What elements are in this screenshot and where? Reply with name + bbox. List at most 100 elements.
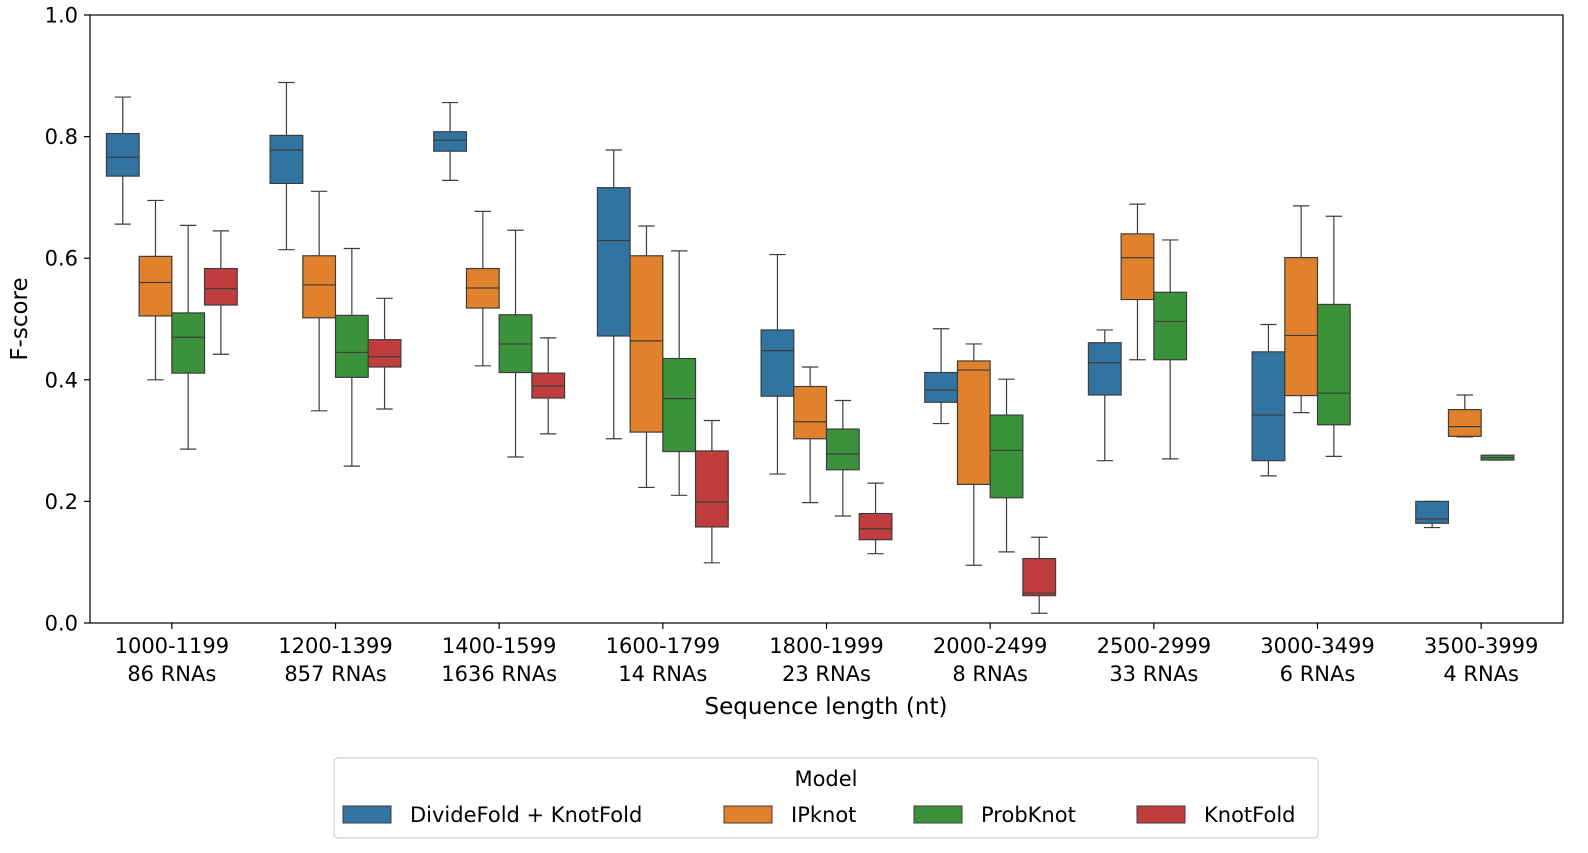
box-0-2 bbox=[433, 101, 468, 181]
box-3-0 bbox=[203, 230, 238, 355]
box-iqr bbox=[138, 255, 173, 317]
box-iqr bbox=[956, 360, 991, 485]
box-iqr bbox=[334, 314, 369, 378]
y-axis-label: F-score bbox=[7, 277, 33, 360]
x-tick-label-range: 3000-3499 bbox=[1260, 634, 1374, 658]
y-tick-label: 0.8 bbox=[45, 125, 78, 149]
x-tick-label-range: 1000-1199 bbox=[115, 634, 229, 658]
legend-item: KnotFold bbox=[1136, 803, 1296, 827]
x-tick-label-count: 1636 RNAs bbox=[441, 662, 557, 686]
box-1-4 bbox=[793, 366, 828, 504]
box-2-0 bbox=[171, 224, 206, 450]
box-2-6 bbox=[1153, 239, 1188, 460]
legend-title: Model bbox=[794, 767, 857, 791]
box-0-3 bbox=[596, 149, 631, 440]
box-iqr bbox=[793, 385, 828, 440]
x-tick-label-range: 2500-2999 bbox=[1097, 634, 1211, 658]
box-iqr bbox=[1284, 256, 1319, 397]
x-axis-label: Sequence length (nt) bbox=[705, 694, 948, 720]
box-iqr bbox=[694, 450, 729, 528]
box-1-8 bbox=[1447, 394, 1482, 438]
y-tick-label: 0.4 bbox=[45, 368, 78, 392]
x-tick-label-range: 1200-1399 bbox=[278, 634, 392, 658]
box-iqr bbox=[989, 414, 1024, 499]
x-tick-label-count: 4 RNAs bbox=[1443, 662, 1519, 686]
box-1-6 bbox=[1120, 203, 1155, 361]
plot-frame bbox=[89, 14, 1564, 624]
legend-swatch bbox=[342, 805, 392, 824]
box-2-2 bbox=[498, 229, 533, 458]
box-1-2 bbox=[465, 210, 500, 367]
box-iqr bbox=[203, 267, 238, 306]
y-axis: 0.0 0.2 0.4 0.6 0.8 1.0 bbox=[45, 4, 90, 636]
legend-label: DivideFold + KnotFold bbox=[410, 803, 642, 827]
box-2-5 bbox=[989, 378, 1024, 553]
box-1-0 bbox=[138, 199, 173, 381]
x-axis: 1000-1199 86 RNAs 1200-1399 857 RNAs 1400-15… bbox=[115, 623, 1538, 686]
box-0-4 bbox=[760, 253, 795, 475]
box-1-5 bbox=[956, 343, 991, 566]
box-iqr bbox=[629, 255, 664, 433]
box-1-1 bbox=[302, 190, 337, 412]
legend-item: IPknot bbox=[723, 803, 856, 827]
x-tick-label-count: 6 RNAs bbox=[1280, 662, 1356, 686]
y-tick-label: 0.6 bbox=[45, 247, 78, 271]
box-iqr bbox=[1415, 500, 1450, 524]
box-iqr bbox=[1251, 351, 1286, 462]
legend-item: ProbKnot bbox=[913, 803, 1076, 827]
box-0-7 bbox=[1251, 323, 1286, 477]
box-iqr bbox=[302, 255, 337, 319]
box-iqr bbox=[1447, 408, 1482, 437]
box-iqr bbox=[269, 134, 304, 185]
legend-items: DivideFold + KnotFold IPknot ProbKnot KnotF… bbox=[342, 803, 1296, 827]
x-tick-label-range: 1800-1999 bbox=[769, 634, 883, 658]
x-tick-label-count: 33 RNAs bbox=[1109, 662, 1198, 686]
x-tick-label-count: 86 RNAs bbox=[127, 662, 216, 686]
legend-label: KnotFold bbox=[1204, 803, 1296, 827]
box-iqr bbox=[1120, 233, 1155, 301]
box-iqr bbox=[1087, 342, 1122, 396]
box-iqr bbox=[1316, 303, 1351, 426]
y-tick-label: 0.0 bbox=[45, 612, 78, 636]
box-iqr bbox=[1153, 291, 1188, 361]
box-0-8 bbox=[1415, 500, 1450, 529]
plot-area-boxes bbox=[105, 81, 1515, 614]
x-tick-label-count: 14 RNAs bbox=[618, 662, 707, 686]
legend-frame bbox=[333, 757, 1319, 839]
box-3-3 bbox=[694, 419, 729, 564]
x-tick-label-range: 3500-3999 bbox=[1424, 634, 1538, 658]
box-2-4 bbox=[825, 399, 860, 517]
legend-item: DivideFold + KnotFold bbox=[342, 803, 642, 827]
box-iqr bbox=[662, 357, 697, 453]
box-iqr bbox=[596, 187, 631, 337]
y-tick-label: 1.0 bbox=[45, 4, 78, 28]
box-0-0 bbox=[105, 96, 140, 225]
box-iqr bbox=[433, 131, 468, 152]
box-3-4 bbox=[858, 482, 893, 555]
box-iqr bbox=[171, 312, 206, 374]
x-tick-label-count: 23 RNAs bbox=[782, 662, 871, 686]
box-1-3 bbox=[629, 225, 664, 489]
legend-swatch bbox=[913, 805, 963, 824]
box-iqr bbox=[924, 371, 959, 403]
box-iqr bbox=[105, 132, 140, 177]
box-2-3 bbox=[662, 250, 697, 496]
x-tick-label-count: 8 RNAs bbox=[952, 662, 1028, 686]
legend-label: ProbKnot bbox=[981, 803, 1076, 827]
x-tick-label-range: 1400-1599 bbox=[442, 634, 556, 658]
box-0-5 bbox=[924, 328, 959, 425]
box-0-1 bbox=[269, 81, 304, 251]
box-iqr bbox=[760, 329, 795, 397]
box-3-2 bbox=[531, 337, 566, 435]
y-tick-label: 0.2 bbox=[45, 490, 78, 514]
box-3-1 bbox=[367, 297, 402, 410]
box-2-8 bbox=[1480, 454, 1515, 461]
box-2-1 bbox=[334, 247, 369, 467]
box-0-6 bbox=[1087, 329, 1122, 462]
legend-swatch bbox=[723, 805, 773, 824]
box-iqr bbox=[858, 512, 893, 541]
legend-label: IPknot bbox=[791, 803, 856, 827]
x-tick-label-count: 857 RNAs bbox=[284, 662, 386, 686]
box-1-7 bbox=[1284, 205, 1319, 414]
